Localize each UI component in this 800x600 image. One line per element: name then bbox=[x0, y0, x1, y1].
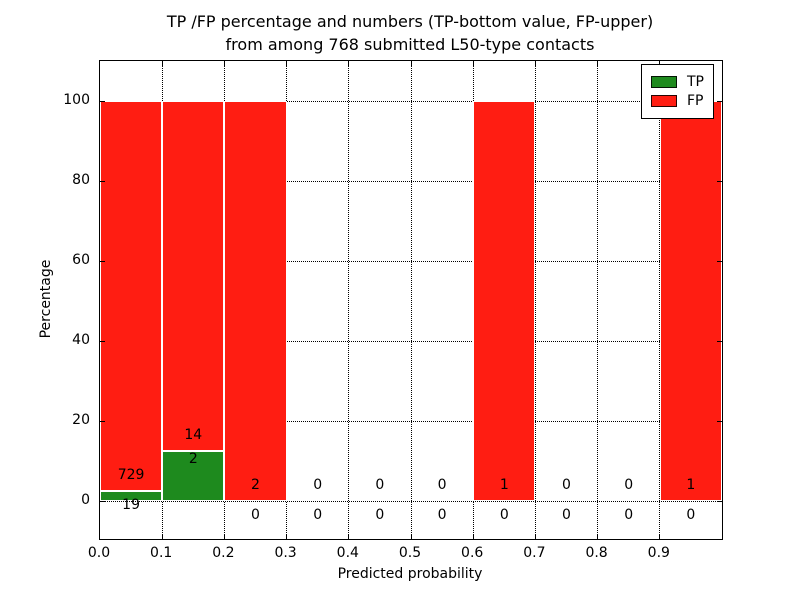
x-tick-label: 0.7 bbox=[523, 545, 546, 561]
tick-mark bbox=[100, 420, 105, 422]
y-tick-label: 40 bbox=[72, 332, 90, 348]
tp-count-label: 0 bbox=[624, 507, 634, 523]
tick-mark bbox=[717, 500, 722, 502]
tick-mark bbox=[223, 61, 225, 66]
x-axis-label: Predicted probability bbox=[337, 566, 483, 582]
tp-count-label: 0 bbox=[313, 507, 323, 523]
legend-swatch-tp bbox=[651, 76, 677, 88]
gridline-x bbox=[410, 61, 412, 539]
x-tick-label: 0.5 bbox=[398, 545, 422, 561]
bar-segment-fp bbox=[473, 101, 536, 501]
tick-mark bbox=[348, 534, 350, 539]
gridline-x bbox=[348, 61, 350, 539]
tick-mark bbox=[286, 61, 288, 66]
legend-label-tp: TP bbox=[687, 74, 704, 90]
tick-mark bbox=[717, 420, 722, 422]
x-tick-label: 0.1 bbox=[150, 545, 173, 561]
chart-title: TP /FP percentage and numbers (TP-bottom… bbox=[99, 10, 721, 56]
gridline-x bbox=[597, 61, 599, 539]
plot-area: TP FP 729 19 14 2 2 0 0 0 0 0 0 0 1 0 0 0 0 0 1 0 bbox=[99, 60, 723, 540]
legend: TP FP bbox=[641, 64, 714, 119]
bar-segment-fp bbox=[100, 101, 163, 491]
x-tick-label: 0.6 bbox=[461, 545, 484, 561]
tp-count-label: 0 bbox=[686, 507, 696, 523]
tp-count-label: 0 bbox=[562, 507, 571, 523]
fp-count-label: 0 bbox=[562, 477, 571, 493]
tick-mark bbox=[472, 534, 474, 539]
tick-mark bbox=[597, 534, 599, 539]
gridline-x bbox=[286, 61, 288, 539]
chart-title-line1: TP /FP percentage and numbers (TP-bottom… bbox=[166, 12, 654, 31]
legend-swatch-fp bbox=[651, 95, 677, 107]
tick-mark bbox=[410, 534, 412, 539]
y-tick-label: 80 bbox=[72, 172, 90, 188]
x-tick-label: 0.9 bbox=[647, 545, 670, 561]
chart-title-line2: from among 768 submitted L50-type contac… bbox=[225, 35, 595, 54]
fp-count-label: 2 bbox=[251, 477, 260, 493]
tp-count-label: 0 bbox=[251, 507, 260, 523]
tp-count-label: 0 bbox=[437, 507, 447, 523]
tick-mark bbox=[534, 534, 536, 539]
tick-mark bbox=[161, 534, 163, 539]
x-tick-label: 0.3 bbox=[274, 545, 297, 561]
x-tick-label: 0.0 bbox=[87, 545, 111, 561]
tick-mark bbox=[410, 61, 412, 66]
tick-mark bbox=[286, 534, 288, 539]
fp-count-label: 1 bbox=[499, 477, 509, 493]
x-tick-label: 0.2 bbox=[212, 545, 235, 561]
tick-mark bbox=[717, 340, 722, 342]
tick-mark bbox=[717, 260, 722, 262]
legend-item-fp: FP bbox=[651, 93, 704, 109]
tick-mark bbox=[597, 61, 599, 66]
x-tick-label: 0.4 bbox=[336, 545, 359, 561]
tick-mark bbox=[161, 61, 163, 66]
tp-count-label: 0 bbox=[499, 507, 509, 523]
tick-mark bbox=[100, 260, 105, 262]
bar-segment-fp bbox=[162, 101, 225, 451]
fp-count-label: 0 bbox=[375, 477, 385, 493]
tick-mark bbox=[659, 61, 661, 66]
y-axis-label: Percentage bbox=[38, 259, 54, 339]
x-tick-label: 0.8 bbox=[585, 545, 608, 561]
tick-mark bbox=[659, 534, 661, 539]
tp-count-label: 2 bbox=[188, 451, 198, 467]
y-tick-label: 60 bbox=[72, 252, 90, 268]
bar-segment-tp bbox=[100, 491, 163, 501]
tick-mark bbox=[100, 340, 105, 342]
legend-item-tp: TP bbox=[651, 74, 704, 90]
y-tick-label: 20 bbox=[72, 412, 90, 428]
tick-mark bbox=[348, 61, 350, 66]
fp-count-label: 729 bbox=[117, 467, 145, 483]
tp-count-label: 19 bbox=[122, 497, 140, 513]
tick-mark bbox=[472, 61, 474, 66]
tick-mark bbox=[100, 100, 105, 102]
gridline-x bbox=[534, 61, 536, 539]
y-tick-label: 100 bbox=[63, 92, 90, 108]
y-tick-label: 0 bbox=[81, 492, 90, 508]
tick-mark bbox=[717, 100, 722, 102]
fp-count-label: 14 bbox=[184, 427, 203, 443]
tick-mark bbox=[717, 180, 722, 182]
tick-mark bbox=[100, 500, 105, 502]
tick-mark bbox=[534, 61, 536, 66]
fp-count-label: 1 bbox=[686, 477, 696, 493]
bar-segment-fp bbox=[659, 101, 722, 501]
fp-count-label: 0 bbox=[437, 477, 447, 493]
bar-segment-fp bbox=[224, 101, 287, 501]
fp-count-label: 0 bbox=[624, 477, 634, 493]
bar-segment-tp bbox=[162, 451, 225, 501]
tp-count-label: 0 bbox=[375, 507, 385, 523]
fp-count-label: 0 bbox=[313, 477, 323, 493]
tick-mark bbox=[100, 180, 105, 182]
legend-label-fp: FP bbox=[687, 93, 704, 109]
tick-mark bbox=[223, 534, 225, 539]
